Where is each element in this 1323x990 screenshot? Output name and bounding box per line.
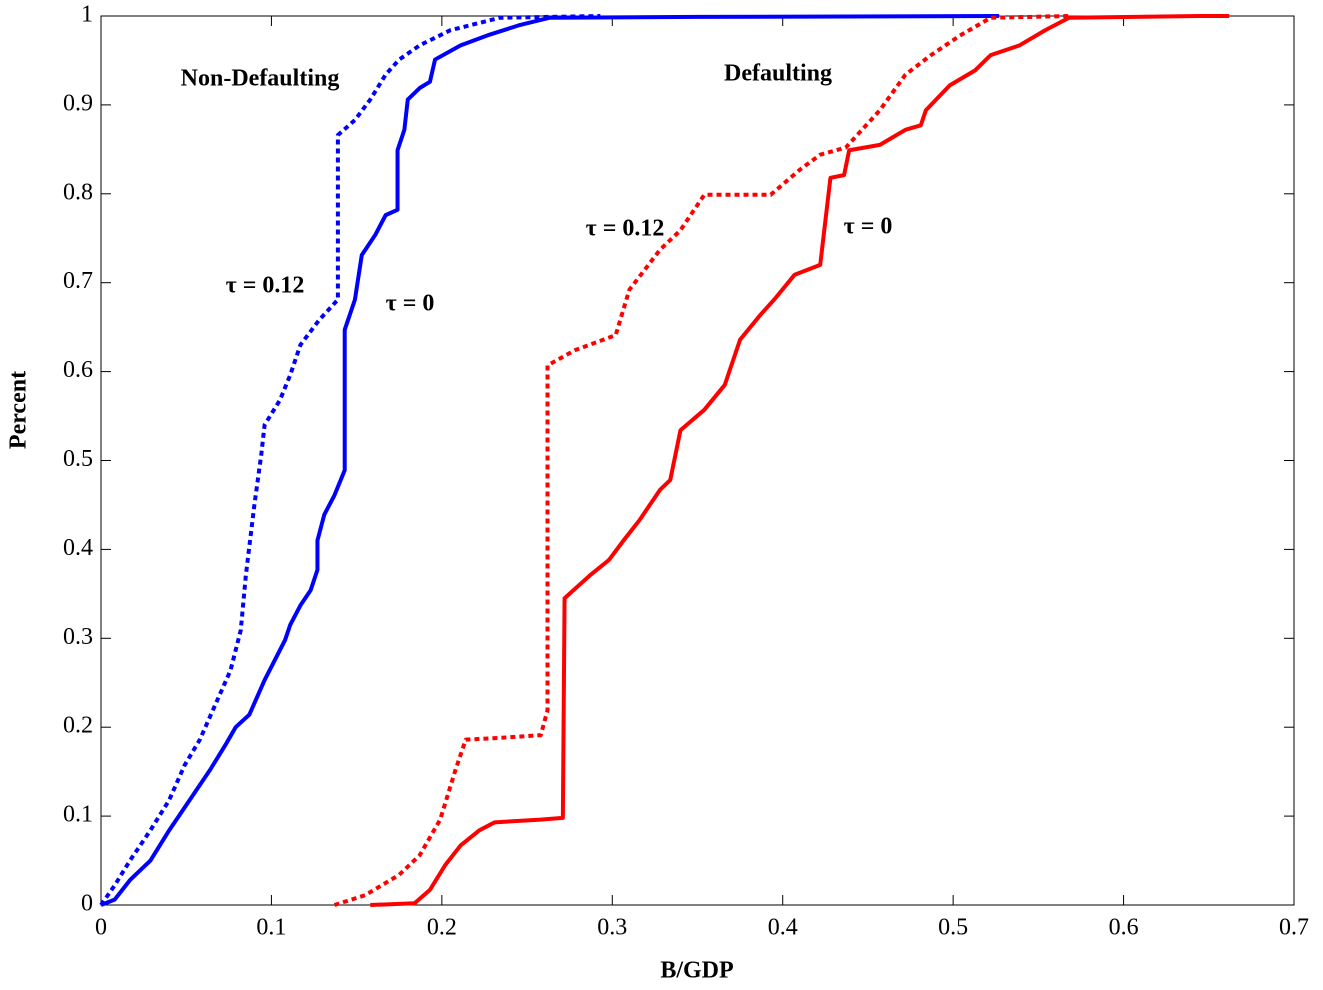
y-tick-label: 0.7 — [63, 268, 93, 294]
annotation: τ = 0.12 — [586, 216, 665, 242]
x-tick-label: 0.7 — [1279, 915, 1309, 941]
x-tick-label: 0.4 — [768, 915, 798, 941]
cdf-line — [100, 14, 1000, 907]
y-tick-label: 1 — [81, 2, 93, 28]
x-tick-label: 0.2 — [427, 915, 457, 941]
cdf-line — [99, 14, 601, 907]
y-tick-label: 0.9 — [63, 90, 93, 116]
y-tick-label: 0.6 — [63, 357, 93, 383]
annotation: τ = 0.12 — [226, 273, 305, 299]
annotation: Non-Defaulting — [181, 66, 340, 92]
annotation: Defaulting — [724, 61, 832, 87]
y-tick-label: 0.1 — [63, 802, 93, 828]
y-tick-label: 0.2 — [63, 713, 93, 739]
y-tick-label: 0.8 — [63, 179, 93, 205]
plot-area — [100, 15, 1295, 906]
y-tick-label: 0 — [81, 891, 93, 917]
cdf-line — [333, 14, 1070, 907]
x-tick-label: 0.3 — [597, 915, 627, 941]
x-axis-label: B/GDP — [660, 958, 733, 984]
y-axis-label: Percent — [6, 371, 32, 449]
y-tick-label: 0.5 — [63, 446, 93, 472]
annotation: τ = 0 — [844, 214, 893, 240]
cdf-line — [370, 14, 1230, 907]
y-tick-label: 0.3 — [63, 624, 93, 650]
x-tick-label: 0.6 — [1109, 915, 1139, 941]
x-tick-label: 0 — [95, 915, 107, 941]
annotation: τ = 0 — [386, 291, 435, 317]
y-tick-label: 0.4 — [63, 535, 93, 561]
x-tick-label: 0.1 — [256, 915, 286, 941]
x-tick-label: 0.5 — [938, 915, 968, 941]
